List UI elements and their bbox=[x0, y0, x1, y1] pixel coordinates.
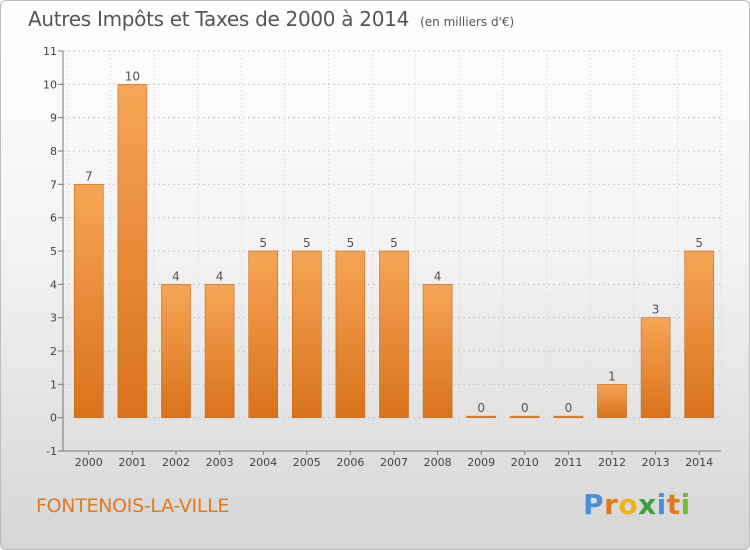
y-tick-label: 5 bbox=[50, 245, 57, 258]
logo-letter: i bbox=[656, 488, 667, 521]
data-label: 1 bbox=[608, 369, 616, 383]
chart-header: Autres Impôts et Taxes de 2000 à 2014 (e… bbox=[28, 7, 514, 31]
bar bbox=[161, 284, 191, 418]
data-label: 5 bbox=[303, 236, 311, 250]
bar bbox=[204, 284, 235, 418]
bars bbox=[74, 84, 715, 418]
x-tick-label: 2006 bbox=[336, 456, 364, 469]
x-tick-label: 2003 bbox=[206, 456, 234, 469]
bar bbox=[684, 250, 715, 418]
y-tick-label: 10 bbox=[43, 78, 57, 91]
bar bbox=[74, 184, 104, 418]
x-tick-label: 2004 bbox=[249, 456, 277, 469]
bar bbox=[553, 415, 584, 418]
x-tick-label: 2013 bbox=[642, 456, 670, 469]
data-label: 0 bbox=[521, 401, 529, 415]
data-label: 0 bbox=[565, 401, 573, 415]
data-label: 5 bbox=[259, 236, 267, 250]
logo-letter: r bbox=[604, 488, 619, 521]
bar bbox=[509, 415, 540, 418]
data-label: 0 bbox=[477, 401, 485, 415]
bar bbox=[335, 250, 366, 418]
bar bbox=[117, 84, 148, 418]
x-tick-label: 2010 bbox=[511, 456, 539, 469]
x-tick-label: 2000 bbox=[75, 456, 103, 469]
data-label: 3 bbox=[652, 303, 660, 317]
data-label: 7 bbox=[85, 169, 93, 183]
logo-letter: t bbox=[666, 488, 681, 521]
y-tick-label: 8 bbox=[50, 145, 57, 158]
y-tick-label: 4 bbox=[50, 278, 57, 291]
x-tick-label: 2002 bbox=[162, 456, 190, 469]
data-label: 4 bbox=[434, 269, 442, 283]
data-label: 5 bbox=[695, 236, 703, 250]
logo-letter: o bbox=[618, 488, 639, 521]
x-tick-label: 2014 bbox=[685, 456, 713, 469]
x-tick-label: 2009 bbox=[467, 456, 495, 469]
logo-letter: x bbox=[638, 488, 657, 521]
bar bbox=[248, 250, 278, 418]
data-label: 5 bbox=[347, 236, 355, 250]
x-tick-label: 2001 bbox=[118, 456, 146, 469]
bar bbox=[597, 384, 627, 418]
y-tick-label: 0 bbox=[50, 412, 57, 425]
y-tick-label: 6 bbox=[50, 212, 57, 225]
data-label: 10 bbox=[125, 69, 140, 83]
y-tick-label: -1 bbox=[46, 445, 57, 458]
logo-letter: P bbox=[583, 488, 605, 521]
chart-title: Autres Impôts et Taxes de 2000 à 2014 bbox=[28, 7, 409, 31]
data-label: 5 bbox=[390, 236, 398, 250]
place-name: FONTENOIS-LA-VILLE bbox=[36, 495, 230, 517]
y-tick-label: 9 bbox=[50, 112, 57, 125]
y-tick-label: 3 bbox=[50, 312, 57, 325]
data-labels: 7 10 4 4 5 5 5 5 4 0 0 0 1 3 5 bbox=[85, 69, 703, 415]
logo-letter: i bbox=[680, 488, 691, 521]
x-tick-label: 2007 bbox=[380, 456, 408, 469]
data-label: 4 bbox=[216, 269, 224, 283]
data-label: 4 bbox=[172, 269, 180, 283]
x-tick-label: 2012 bbox=[598, 456, 626, 469]
y-tick-label: 2 bbox=[50, 345, 57, 358]
y-tick-label: 1 bbox=[50, 378, 57, 391]
bar bbox=[640, 317, 671, 418]
bar bbox=[466, 415, 497, 418]
chart-unit-note: (en milliers d'€) bbox=[420, 15, 515, 29]
bar bbox=[291, 250, 322, 418]
x-tick-label: 2008 bbox=[424, 456, 452, 469]
bar bbox=[422, 284, 453, 418]
x-tick-label: 2005 bbox=[293, 456, 321, 469]
y-tick-label: 7 bbox=[50, 178, 57, 191]
y-tick-label: 11 bbox=[43, 45, 57, 58]
bar bbox=[379, 250, 409, 418]
grid-lines bbox=[63, 50, 722, 452]
proxiti-logo: Proxiti bbox=[583, 488, 691, 521]
x-tick-label: 2011 bbox=[554, 456, 582, 469]
